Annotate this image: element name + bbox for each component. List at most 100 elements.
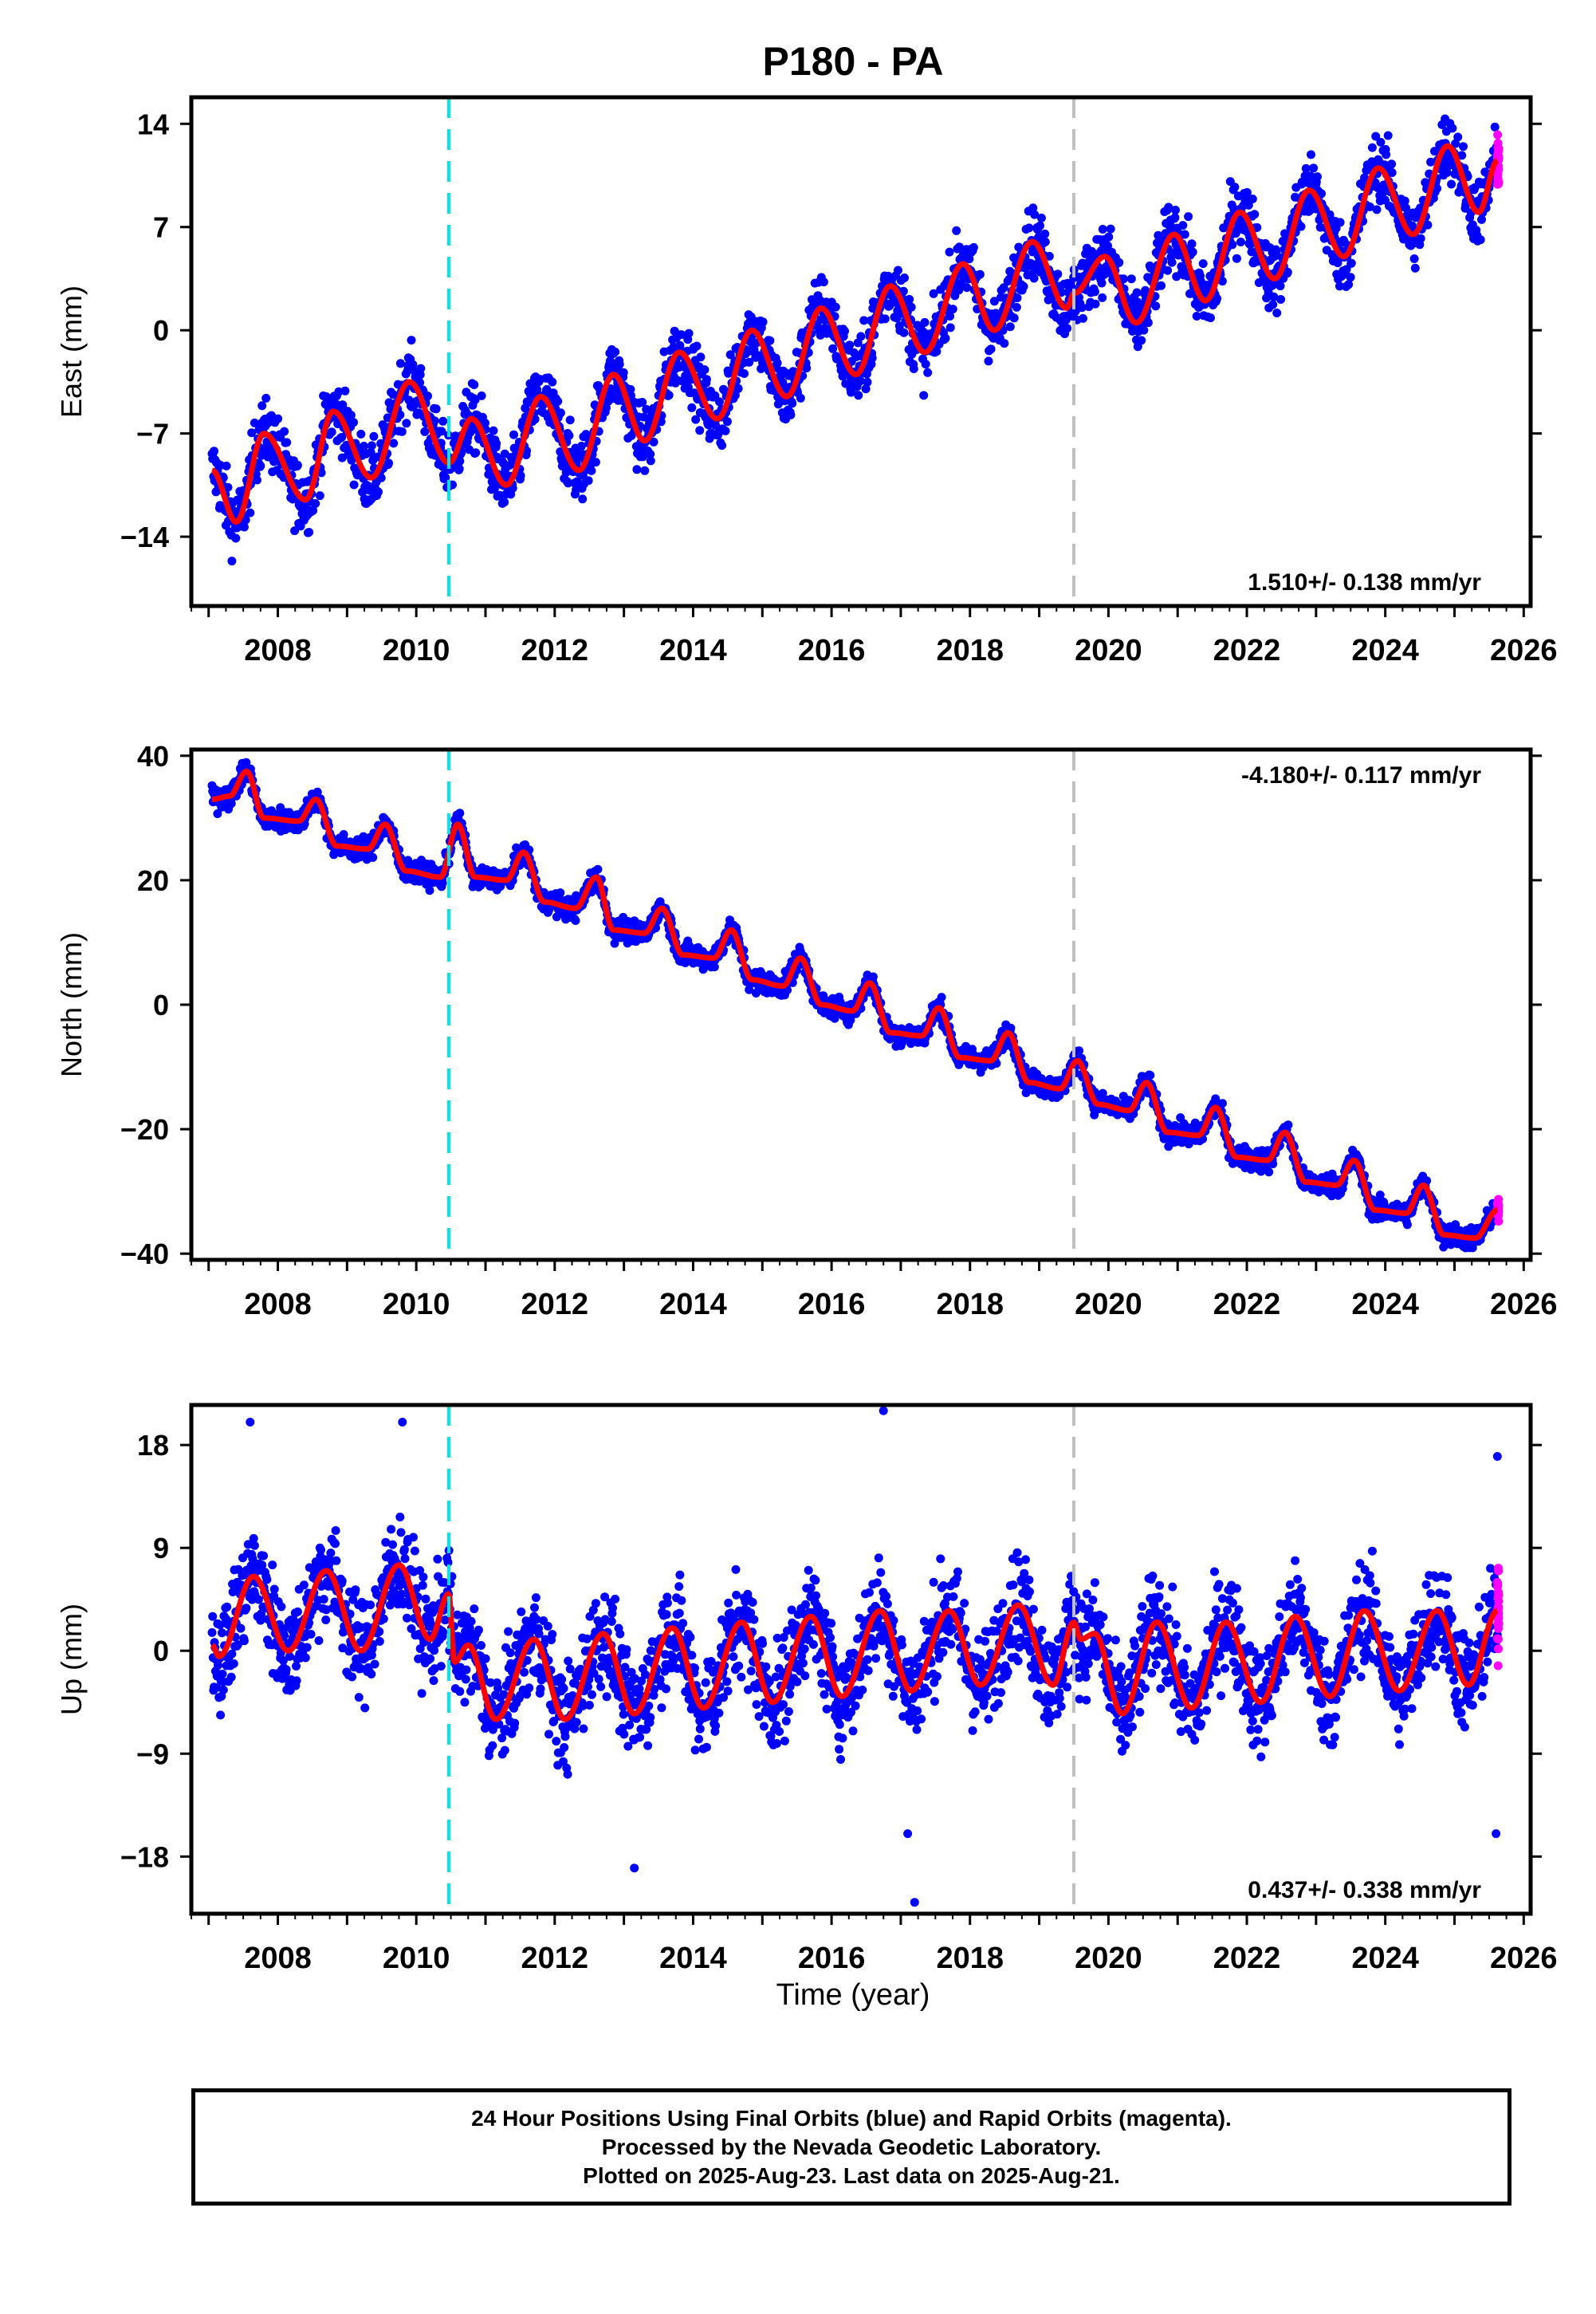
- data-point: [231, 533, 241, 543]
- data-point: [856, 332, 866, 341]
- data-point: [489, 484, 499, 494]
- data-point: [642, 404, 651, 414]
- data-point: [1062, 311, 1071, 321]
- data-point: [1408, 221, 1417, 230]
- data-point: [1250, 210, 1260, 219]
- data-point: [1426, 157, 1436, 167]
- data-point: [593, 864, 603, 874]
- data-point: [684, 329, 694, 338]
- data-point: [309, 506, 318, 515]
- data-point: [313, 787, 322, 797]
- data-point: [909, 364, 918, 373]
- data-point: [500, 498, 509, 507]
- data-point: [923, 368, 933, 377]
- data-point: [293, 460, 302, 470]
- data-point: [395, 410, 405, 419]
- y-tick-label: −7: [136, 418, 169, 451]
- x-tick-label: 2018: [936, 634, 1004, 667]
- data-point: [1459, 142, 1468, 152]
- data-point: [1098, 225, 1107, 234]
- data-point: [945, 247, 954, 257]
- data-point: [1184, 212, 1193, 222]
- data-point: [638, 398, 647, 407]
- data-point: [1178, 221, 1188, 230]
- data-point: [1242, 187, 1252, 197]
- data-point: [772, 358, 782, 368]
- data-point: [340, 386, 350, 396]
- data-point: [765, 336, 775, 345]
- data-point: [691, 415, 701, 424]
- data-point: [1272, 309, 1282, 317]
- data-point: [989, 297, 999, 306]
- data-point: [1170, 213, 1180, 222]
- data-point: [721, 426, 730, 435]
- data-point: [1118, 274, 1128, 284]
- data-point: [1213, 293, 1222, 303]
- data-point: [855, 376, 865, 386]
- data-point: [1077, 303, 1087, 313]
- data-point: [740, 369, 749, 378]
- data-point: [1187, 239, 1197, 249]
- velocity-annotation: 1.510+/- 0.138 mm/yr: [1248, 569, 1481, 596]
- data-point: [1097, 278, 1107, 288]
- data-point: [1012, 293, 1022, 303]
- data-point: [226, 799, 236, 809]
- data-point: [609, 385, 619, 395]
- data-point: [1296, 222, 1306, 231]
- data-point: [430, 416, 439, 426]
- data-point: [1198, 259, 1208, 269]
- data-point: [223, 482, 233, 492]
- data-point: [1264, 1167, 1274, 1177]
- data-point: [591, 458, 600, 467]
- data-point: [932, 347, 941, 356]
- data-point: [920, 317, 930, 327]
- data-point: [1401, 203, 1411, 213]
- data-point: [402, 419, 411, 428]
- data-point: [975, 270, 985, 279]
- data-point: [1367, 143, 1377, 152]
- data-point: [339, 830, 348, 839]
- plot-frame: [189, 95, 1533, 608]
- data-point: [438, 879, 447, 888]
- data-point: [615, 360, 624, 369]
- data-point: [700, 365, 710, 375]
- data-point: [1423, 220, 1433, 230]
- data-point: [239, 522, 249, 532]
- data-point: [1044, 251, 1054, 261]
- data-point: [1344, 280, 1354, 289]
- rapid-orbit-points: [1492, 130, 1504, 189]
- data-point: [1248, 195, 1257, 203]
- x-tick-label: 2010: [383, 634, 450, 667]
- data-point: [1309, 163, 1319, 173]
- rapid-point: [1493, 130, 1503, 140]
- data-point: [1371, 132, 1381, 141]
- data-point: [999, 283, 1008, 293]
- data-point: [1269, 292, 1279, 301]
- data-point: [210, 447, 218, 456]
- y-tick-label: 7: [153, 211, 169, 244]
- data-point: [948, 305, 957, 314]
- data-point: [327, 427, 336, 437]
- data-point: [1376, 137, 1386, 147]
- data-point: [831, 302, 840, 312]
- data-point: [1019, 281, 1028, 291]
- data-point: [441, 473, 450, 482]
- data-point: [1036, 221, 1044, 230]
- data-point: [1171, 206, 1180, 214]
- data-point: [710, 391, 720, 400]
- data-point: [1372, 205, 1382, 214]
- data-point: [1410, 263, 1420, 273]
- data-point: [745, 357, 754, 367]
- data-point: [868, 972, 878, 982]
- data-point: [1075, 1046, 1083, 1056]
- y-tick-label: 14: [137, 108, 169, 140]
- data-point: [802, 364, 812, 373]
- data-point: [646, 450, 655, 458]
- data-point: [717, 441, 727, 451]
- data-point: [587, 466, 596, 475]
- data-point: [1433, 183, 1442, 193]
- data-point: [725, 350, 735, 360]
- data-point: [1228, 240, 1237, 250]
- data-point: [1317, 189, 1326, 199]
